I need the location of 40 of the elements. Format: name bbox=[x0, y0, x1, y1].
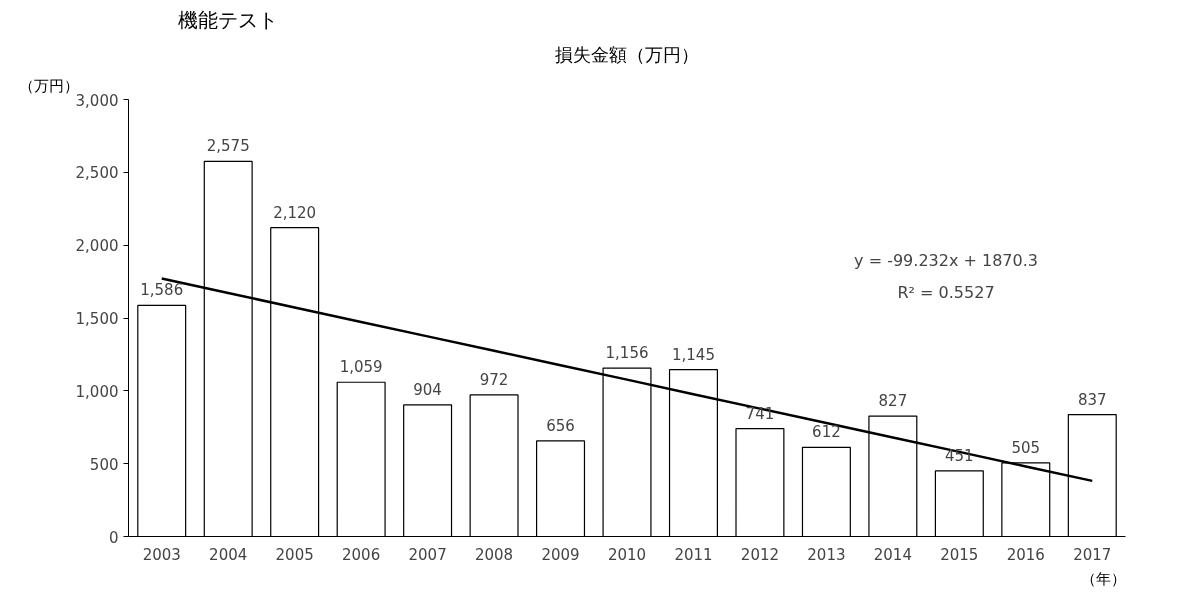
x-tick-label: 2017 bbox=[1073, 545, 1112, 564]
x-tick-label: 2014 bbox=[873, 545, 912, 564]
data-label: 612 bbox=[812, 423, 841, 442]
y-tick-label: 2,500 bbox=[75, 164, 119, 183]
data-label: 2,120 bbox=[273, 203, 317, 222]
x-axis-title: （年） bbox=[1080, 569, 1126, 588]
y-tick-label: 500 bbox=[89, 455, 119, 474]
x-tick-label: 2005 bbox=[275, 545, 314, 564]
data-label: 656 bbox=[546, 416, 575, 435]
data-label: 837 bbox=[1077, 390, 1107, 409]
data-label: 741 bbox=[745, 404, 775, 423]
data-label: 1,059 bbox=[339, 358, 383, 377]
data-label: 1,156 bbox=[605, 344, 649, 363]
x-tick-label: 2003 bbox=[142, 545, 181, 564]
y-tick-label: 0 bbox=[108, 528, 119, 547]
y-tick-label: 1,000 bbox=[75, 382, 119, 401]
x-tick-label: 2015 bbox=[940, 545, 979, 564]
x-tick-label: 2006 bbox=[342, 545, 381, 564]
x-tick-label: 2013 bbox=[807, 545, 846, 564]
data-label: 904 bbox=[413, 380, 442, 399]
data-label: 2,575 bbox=[206, 137, 250, 156]
data-label: 1,145 bbox=[672, 345, 715, 364]
x-tick-label: 2012 bbox=[740, 545, 780, 564]
x-tick-label: 2008 bbox=[474, 545, 514, 564]
x-tick-label: 2009 bbox=[541, 545, 580, 564]
annotation: R² = 0.5527 bbox=[897, 282, 995, 302]
data-label: 827 bbox=[878, 392, 908, 411]
x-tick-label: 2010 bbox=[607, 545, 647, 564]
y-tick-label: 2,000 bbox=[75, 237, 119, 256]
annotation: y = -99.232x + 1870.3 bbox=[854, 250, 1038, 270]
x-tick-label: 2004 bbox=[209, 545, 248, 564]
x-tick-label: 2011 bbox=[674, 545, 713, 564]
data-label: 972 bbox=[479, 370, 509, 389]
x-tick-label: 2007 bbox=[408, 545, 447, 564]
data-label: 1,586 bbox=[140, 281, 184, 300]
x-tick-label: 2016 bbox=[1006, 545, 1045, 564]
y-tick-label: 1,500 bbox=[75, 310, 119, 328]
chart-title: 損失金額（万円） bbox=[555, 43, 699, 65]
text: 機能テスト bbox=[178, 7, 279, 32]
data-label: 505 bbox=[1011, 438, 1041, 457]
